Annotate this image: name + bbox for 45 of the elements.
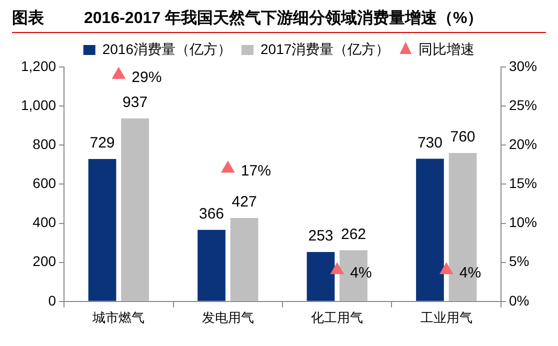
data-label: 760 bbox=[450, 128, 476, 146]
legend-label: 2017消费量（亿方） bbox=[260, 40, 390, 57]
point bbox=[221, 161, 234, 173]
y2-tick-label: 15% bbox=[508, 175, 538, 192]
y-tick-label: 800 bbox=[32, 136, 56, 152]
bar bbox=[306, 252, 335, 301]
y-tick-label: 200 bbox=[32, 253, 56, 270]
legend-label: 同比增速 bbox=[418, 40, 475, 57]
point bbox=[330, 262, 344, 274]
y-tick-label: 400 bbox=[32, 214, 56, 230]
y2-tick-label: 25% bbox=[508, 96, 538, 113]
legend-label: 2016消费量（亿方） bbox=[102, 40, 232, 57]
y-tick-label: 0 bbox=[48, 292, 56, 308]
bar bbox=[121, 118, 149, 301]
data-label: 730 bbox=[417, 134, 442, 152]
data-label: 937 bbox=[122, 94, 148, 112]
data-label: 729 bbox=[90, 134, 115, 152]
y-tick-label: 1,000 bbox=[20, 96, 56, 113]
data-label: 4% bbox=[350, 264, 372, 282]
chart-title: 2016-2017 年我国天然气下游细分领域消费量增速（%） bbox=[84, 8, 484, 29]
point bbox=[440, 262, 453, 274]
y2-tick-label: 30% bbox=[508, 58, 538, 74]
y2-tick-label: 5% bbox=[508, 253, 530, 270]
data-label: 29% bbox=[132, 68, 162, 86]
data-label: 366 bbox=[198, 206, 224, 223]
bar bbox=[198, 230, 226, 301]
x-tick-label: 城市燃气 bbox=[92, 310, 145, 325]
bar bbox=[416, 158, 444, 301]
x-tick-label: 工业用气 bbox=[420, 310, 472, 325]
y2-tick-label: 20% bbox=[508, 136, 538, 152]
text: 图表 bbox=[12, 8, 44, 29]
y2-tick-label: 0% bbox=[508, 292, 530, 308]
data-label: 17% bbox=[240, 162, 271, 180]
data-label: 4% bbox=[459, 264, 482, 282]
y-tick-label: 1,200 bbox=[20, 58, 56, 74]
point bbox=[112, 67, 126, 79]
data-label: 253 bbox=[308, 228, 334, 245]
data-label: 262 bbox=[340, 226, 366, 243]
bar bbox=[230, 218, 258, 301]
y2-tick-label: 10% bbox=[508, 214, 538, 230]
data-label: 427 bbox=[232, 194, 257, 211]
x-tick-label: 化工用气 bbox=[311, 310, 364, 325]
x-tick-label: 发电用气 bbox=[202, 310, 254, 325]
y-tick-label: 600 bbox=[32, 175, 56, 192]
bar bbox=[88, 159, 116, 301]
